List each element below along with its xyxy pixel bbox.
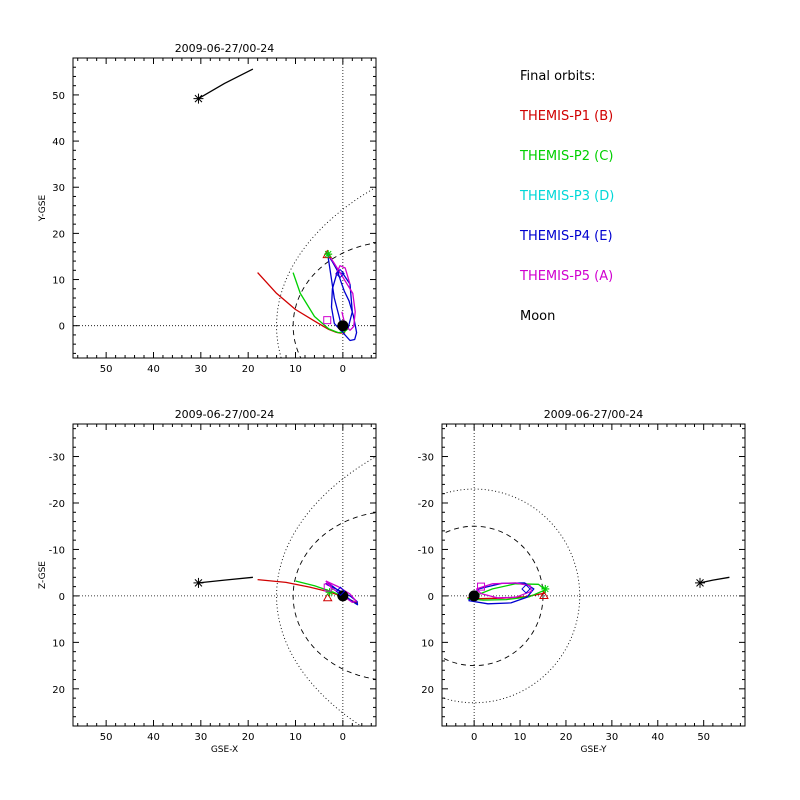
- y-tick-label: -20: [49, 499, 65, 510]
- y-tick-label: 0: [59, 592, 65, 603]
- legend-item-p5: THEMIS-P5 (A): [519, 269, 613, 284]
- bow-shock-boundary: [276, 186, 376, 358]
- panel-xz-plot: 2009-06-27/00-24 50 40 30 20 10 0 20 10 0 -10 -20 -3…: [38, 408, 377, 755]
- marker-cross-d2: [324, 250, 332, 258]
- chart-title: 2009-06-27/00-24: [544, 408, 644, 421]
- series-line-6: [335, 265, 351, 285]
- magnetopause-boundary: [442, 525, 544, 667]
- y-tick-label: -30: [418, 453, 434, 464]
- x-tick-label: 40: [651, 732, 664, 743]
- chart-title: 2009-06-27/00-24: [175, 42, 275, 55]
- legend-item-moon: Moon: [520, 309, 555, 324]
- x-tick-label: 30: [605, 732, 618, 743]
- x-tick-label: 10: [514, 732, 527, 743]
- earth-marker: [337, 590, 349, 602]
- legend-item-p1: THEMIS-P1 (B): [519, 109, 613, 124]
- moon-star-stroke: [194, 579, 203, 587]
- x-tick-label: 50: [100, 364, 113, 375]
- x-tick-label: 20: [242, 732, 255, 743]
- y-tick-label: 10: [421, 638, 434, 649]
- marker-square-3: [323, 316, 332, 325]
- marker-triangle-0: [539, 590, 549, 599]
- x-tick-label: 10: [289, 732, 302, 743]
- x-tick-label: 40: [147, 732, 160, 743]
- x-tick-label: 0: [340, 732, 346, 743]
- legend-item-p4: THEMIS-P4 (E): [519, 229, 613, 244]
- marker-square-3: [323, 583, 332, 592]
- series-line-0: [198, 68, 254, 100]
- plot-area: [442, 424, 745, 726]
- y-axis-label: Y-GSE: [38, 195, 48, 223]
- series-line-0: [699, 576, 730, 584]
- y-tick-label: -10: [49, 545, 65, 556]
- moon-star-stroke: [696, 579, 704, 587]
- y-tick-label: 20: [52, 685, 65, 696]
- y-tick-label: -20: [418, 499, 434, 510]
- x-tick-label: 0: [340, 364, 346, 375]
- legend-item-p2: THEMIS-P2 (C): [519, 149, 613, 164]
- x-tick-label: 50: [100, 732, 113, 743]
- y-tick-label: 20: [421, 685, 434, 696]
- plot-area: [73, 424, 376, 726]
- x-tick-label: 30: [194, 732, 207, 743]
- marker-cross-2: [324, 250, 333, 259]
- series-line-0: [198, 576, 253, 584]
- y-tick-label: 30: [52, 183, 65, 194]
- x-tick-label: 0: [471, 732, 477, 743]
- x-tick-label: 20: [560, 732, 573, 743]
- y-tick-label: 10: [52, 276, 65, 287]
- marker-cross-1: [325, 588, 334, 597]
- y-tick-label: 10: [52, 638, 65, 649]
- plot-frame: [72, 57, 377, 359]
- y-tick-label: -10: [418, 545, 434, 556]
- x-tick-label: 20: [242, 364, 255, 375]
- chart-title: 2009-06-27/00-24: [175, 408, 275, 421]
- marker-diamond-2: [521, 584, 531, 594]
- marker-square-3: [477, 582, 486, 591]
- x-tick-label: 40: [147, 364, 160, 375]
- orbit-legend: Final orbits: THEMIS-P1 (B) THEMIS-P2 (C…: [519, 69, 614, 324]
- x-tick-label: 50: [697, 732, 710, 743]
- series-line-4: [475, 582, 533, 599]
- moon-position-marker: [695, 577, 706, 588]
- marker-diamond-2: [335, 586, 346, 596]
- x-tick-label: 30: [194, 364, 207, 375]
- plot-frame: [441, 423, 746, 727]
- marker-cross-1: [541, 584, 550, 593]
- bow-shock-boundary: [442, 488, 581, 704]
- marker-cross-d2: [541, 585, 549, 593]
- y-tick-label: 50: [52, 91, 65, 102]
- series-line-3: [468, 582, 535, 605]
- moon-position-marker: [193, 577, 204, 588]
- x-tick-label: 10: [289, 364, 302, 375]
- y-tick-label: 20: [52, 229, 65, 240]
- plot-frame: [72, 423, 377, 727]
- magnetopause-boundary: [292, 242, 376, 358]
- legend-item-p3: THEMIS-P3 (D): [519, 189, 614, 204]
- marker-triangle-0: [322, 592, 333, 602]
- y-tick-label: -30: [49, 453, 65, 464]
- x-axis-label: GSE-X: [211, 745, 238, 755]
- x-axis-label: GSE-Y: [580, 745, 607, 755]
- y-axis-label: Z-GSE: [38, 561, 48, 589]
- moon-position-marker: [193, 93, 204, 104]
- magnetopause-boundary: [292, 512, 376, 680]
- y-tick-label: 0: [428, 592, 434, 603]
- y-tick-label: 40: [52, 137, 65, 148]
- moon-star-stroke: [194, 94, 203, 103]
- y-tick-label: 0: [59, 322, 65, 333]
- earth-marker: [468, 590, 480, 602]
- marker-diamond-1: [335, 268, 345, 279]
- panel-yz-plot: 2009-06-27/00-24 0 10 20 30 40 50 20 10 0 -10 -20 -3…: [418, 408, 746, 755]
- earth-marker: [337, 320, 349, 332]
- series-line-2: [292, 272, 350, 334]
- legend-title: Final orbits:: [520, 69, 596, 84]
- panel-xy-plot: 2009-06-27/00-24 50 40 30 20 10 0 0 10 20 30 40 50 Y-…: [38, 42, 377, 375]
- plot-area: [73, 58, 376, 358]
